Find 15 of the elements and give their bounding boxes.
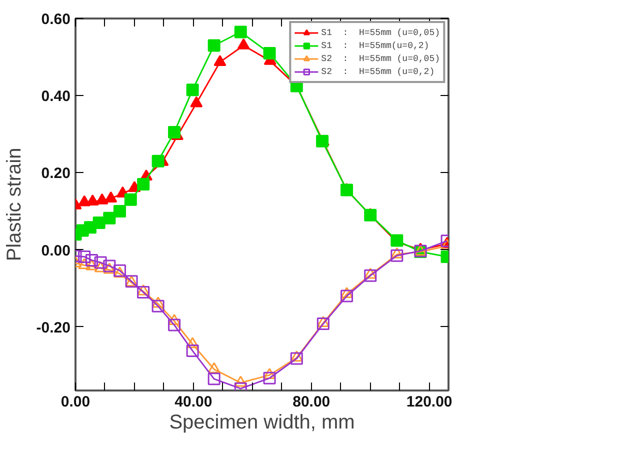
legend-label: S2 : H=55mm (u=0,2) <box>321 66 435 78</box>
legend-label: S2 : H=55mm (u=0,05) <box>321 52 440 65</box>
legend-label: S1 : H=55mm(u=0,2) <box>321 40 430 52</box>
y-tick-label: 0.00 <box>41 242 71 260</box>
x-axis-title: Specimen width, mm <box>169 412 355 434</box>
x-tick-label: 120.00 <box>406 394 452 410</box>
legend-label: S1 : H=55mm (u=0,05) <box>321 26 440 39</box>
x-tick-label: 0.00 <box>60 394 90 410</box>
y-axis-title: Plastic strain <box>3 148 26 262</box>
y-tick-label: -0.20 <box>36 319 71 336</box>
y-tick-label: 0.60 <box>41 11 71 28</box>
x-tick-label: 80.00 <box>292 394 330 410</box>
y-tick-label: 0.20 <box>41 165 71 182</box>
y-tick-label: 0.40 <box>41 88 71 106</box>
x-tick-label: 40.00 <box>174 394 212 410</box>
